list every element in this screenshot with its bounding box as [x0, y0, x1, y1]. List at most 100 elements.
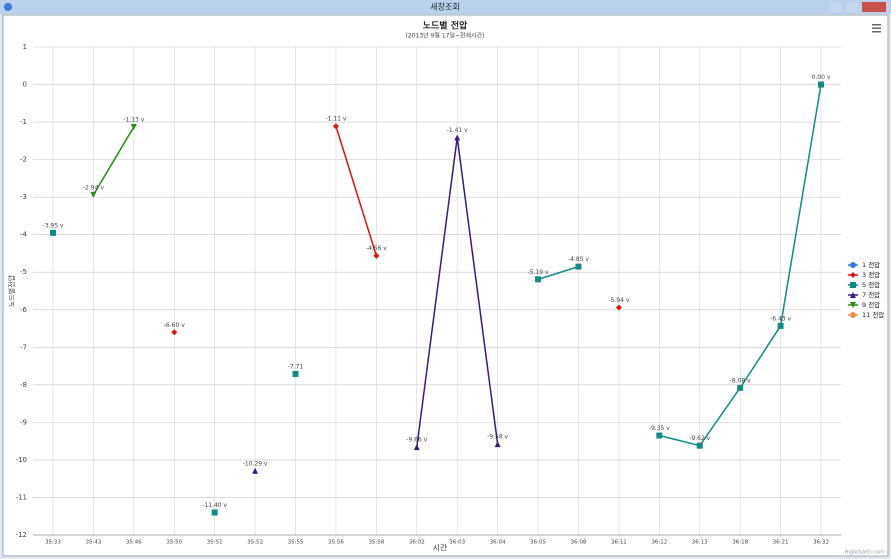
point-marker	[332, 123, 339, 130]
x-tick-label: 35:51	[207, 540, 223, 546]
point-marker	[211, 509, 218, 516]
point-marker	[737, 384, 744, 391]
data-label: -9.58 v	[487, 434, 508, 441]
data-label: -1.11 v	[325, 116, 346, 123]
y-tick-label: -7	[20, 343, 27, 351]
chart-title: 노드별 전압	[423, 20, 468, 32]
y-tick-label: 1	[23, 43, 27, 51]
legend-label[interactable]: 7 전압	[862, 290, 880, 299]
y-tick-label: -2	[20, 156, 27, 164]
data-label: -5.19 v	[528, 269, 549, 276]
close[interactable]	[862, 2, 886, 12]
y-tick-label: -10	[16, 456, 27, 464]
y-tick-label: -8	[20, 381, 27, 389]
maximize[interactable]	[846, 2, 858, 12]
y-tick-label: -3	[20, 193, 27, 201]
y-tick-label: -11	[16, 493, 27, 501]
point-marker	[413, 444, 420, 451]
data-label: -9.62 v	[689, 435, 710, 442]
y-tick-label: -4	[20, 231, 28, 239]
data-label: -4.85 v	[568, 256, 589, 263]
x-tick-label: 36:12	[651, 540, 667, 546]
legend-label[interactable]: 9 전압	[862, 300, 880, 309]
y-tick-label: -1	[20, 118, 27, 126]
menu-line	[872, 31, 881, 33]
point-marker	[454, 134, 461, 141]
data-label: -8.08 v	[730, 377, 751, 384]
legend-marker	[850, 272, 856, 278]
x-tick-label: 36:02	[409, 540, 425, 546]
legend-marker	[850, 282, 856, 288]
data-label: -1.13 v	[123, 116, 144, 123]
y-tick-label: -12	[16, 531, 27, 539]
x-tick-label: 36:32	[813, 540, 829, 546]
menu-line	[872, 27, 881, 29]
x-axis-label: 시간	[433, 543, 448, 553]
point-marker	[535, 276, 542, 283]
x-tick-label: 36:21	[773, 540, 789, 546]
data-label: -11.40 v	[202, 502, 227, 509]
point-marker	[818, 81, 824, 88]
chart-subtitle: (2013년 9월 17일~현재시간)	[406, 32, 485, 40]
data-label: -6.43 v	[770, 315, 791, 322]
data-label: -7.71	[288, 363, 304, 370]
point-marker	[130, 123, 137, 130]
title-bar	[0, 0, 891, 14]
series-line	[92, 126, 135, 196]
legend-label[interactable]: 5 전압	[862, 280, 880, 289]
x-tick-label: 35:52	[247, 540, 263, 546]
x-tick-label: 36:04	[490, 540, 506, 546]
menu-line	[872, 24, 881, 26]
data-label: -1.41 v	[447, 127, 468, 134]
y-tick-label: 0	[23, 81, 27, 89]
data-label: -3.95 v	[43, 222, 64, 229]
point-marker	[171, 329, 178, 336]
x-tick-label: 35:33	[45, 540, 61, 546]
point-marker	[494, 441, 501, 448]
point-marker	[575, 263, 582, 270]
legend-marker	[850, 262, 856, 268]
credits[interactable]: Highcharts.com	[845, 550, 884, 556]
data-label: -9.35 v	[649, 425, 670, 432]
point-marker	[656, 432, 663, 439]
legend-label[interactable]: 3 전압	[862, 270, 880, 279]
legend-marker	[850, 302, 856, 308]
x-tick-label: 35:46	[126, 540, 142, 546]
window-buttons[interactable]	[830, 2, 886, 12]
x-tick-label: 36:08	[571, 540, 587, 546]
data-label: -4.56 v	[366, 245, 387, 252]
x-tick-label: 36:11	[611, 540, 627, 546]
point-marker	[615, 304, 622, 311]
legend-label[interactable]: 1 전압	[862, 260, 880, 269]
x-tick-label: 35:55	[288, 540, 304, 546]
legend-marker	[850, 312, 856, 318]
window-title: 새창조회	[430, 3, 459, 12]
data-label: -6.60 v	[164, 322, 185, 329]
point-marker	[777, 322, 784, 329]
point-marker	[50, 229, 56, 236]
menu-button[interactable]	[872, 24, 881, 33]
y-tick-label: -9	[20, 418, 27, 426]
data-label: -2.94 v	[83, 184, 104, 191]
data-label: 0.00 v	[812, 74, 831, 81]
data-label: -10.29 v	[243, 460, 268, 467]
chart-area	[2, 14, 889, 557]
x-tick-label: 36:13	[692, 540, 708, 546]
point-marker	[90, 191, 97, 198]
x-tick-label: 36:05	[530, 540, 546, 546]
point-marker	[292, 370, 299, 377]
x-tick-label: 35:58	[368, 540, 384, 546]
point-marker	[373, 252, 380, 259]
legend-marker	[850, 292, 856, 298]
x-tick-label: 35:43	[85, 540, 101, 546]
point-marker	[252, 467, 259, 474]
data-label: -9.66 v	[406, 437, 427, 444]
y-axis-label: 노드별전압	[7, 274, 16, 307]
minimize[interactable]	[830, 2, 842, 12]
legend-label[interactable]: 11 전압	[862, 310, 884, 319]
x-tick-label: 35:56	[328, 540, 344, 546]
x-tick-label: 36:03	[449, 540, 465, 546]
data-label: -5.94 v	[608, 297, 629, 304]
x-tick-label: 36:18	[732, 540, 748, 546]
